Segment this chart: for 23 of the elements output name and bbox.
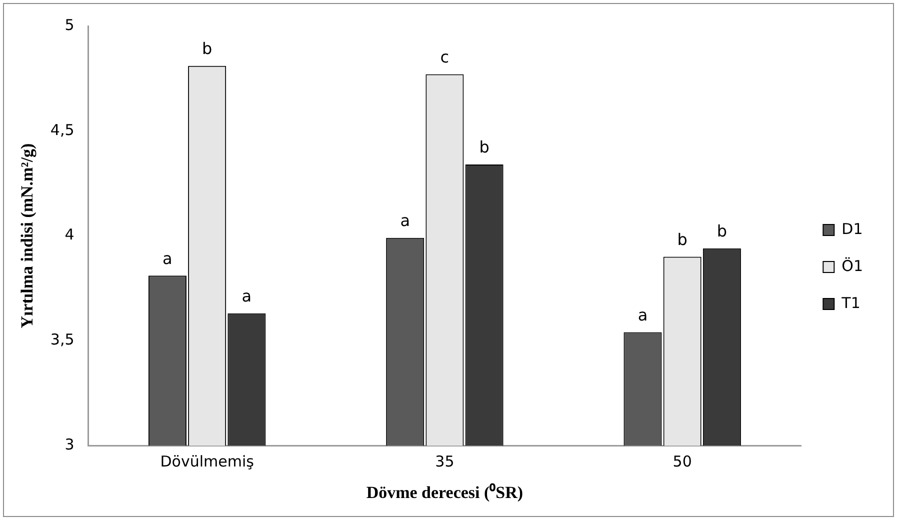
- y-tick-label: 4: [64, 226, 74, 244]
- x-axis-title: Dövme derecesi (⁰SR): [366, 483, 524, 502]
- data-label: b: [479, 138, 490, 157]
- x-tick-label: 50: [672, 452, 692, 470]
- data-label: c: [440, 47, 450, 66]
- y-tick-label: 3,5: [50, 330, 74, 349]
- y-tick-label: 4,5: [50, 120, 74, 139]
- legend-label: T1: [840, 294, 860, 312]
- data-label: b: [716, 222, 728, 241]
- data-label: a: [162, 248, 172, 268]
- data-label: b: [677, 230, 688, 249]
- legend-label: Ö1: [842, 256, 864, 275]
- data-label: a: [400, 211, 410, 230]
- x-tick-label: Dövülmemiş: [160, 452, 254, 470]
- legend-label: D1: [842, 220, 863, 238]
- chart-frame: Dövme derecesi (⁰SR) Yırtılma indisi (mN.m²/g) D1 Ö1 T1 Dövülmemiş 35 50 3 3,5 4 4,5 5 a a a b c b a b b: [3, 3, 894, 517]
- y-tick-label: 3: [64, 435, 74, 454]
- data-label: b: [202, 39, 212, 58]
- y-tick-label: 5: [64, 16, 74, 34]
- x-tick-label: 35: [435, 452, 454, 470]
- y-axis-title: Yırtılma indisi (mN.m²/g): [18, 143, 37, 328]
- data-label: a: [242, 286, 252, 306]
- data-label: a: [638, 305, 648, 324]
